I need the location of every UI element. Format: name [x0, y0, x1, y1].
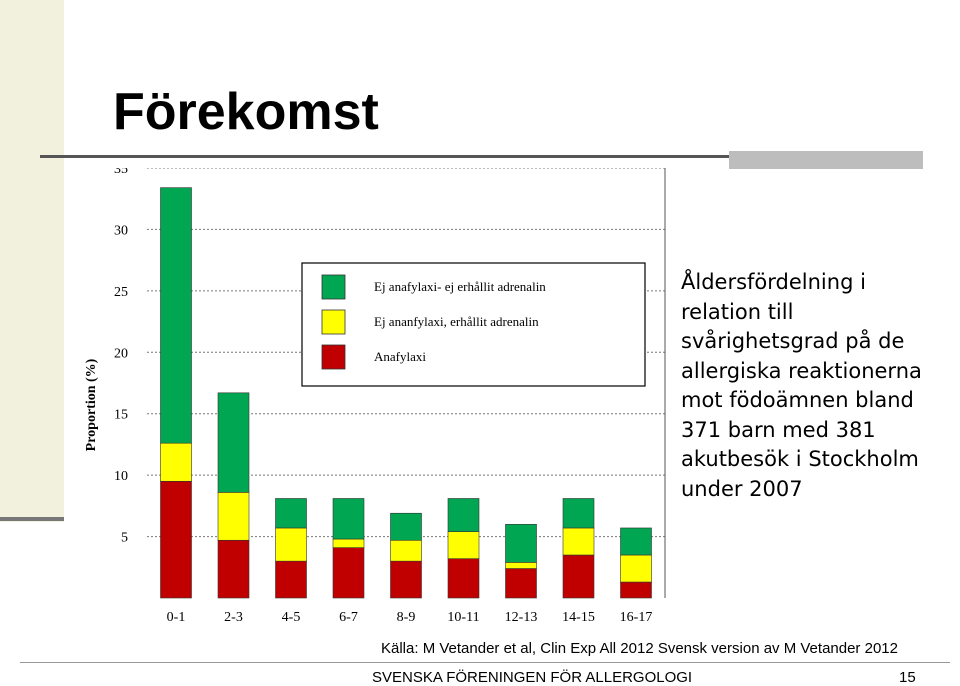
bar-segment-6-7-s0	[332, 547, 365, 599]
bar-segment-4-5-s2	[275, 498, 307, 529]
x-tick-label: 12-13	[505, 610, 538, 625]
bar-segment-6-7-s2	[332, 498, 365, 540]
bar-segment-4-5-s0	[275, 560, 307, 599]
bar-segment-0-1-s2	[160, 187, 192, 444]
bar-segment-2-3-s1	[217, 492, 250, 541]
y-tick-label: 35	[114, 168, 128, 177]
y-tick-label: 30	[114, 223, 128, 238]
bar-segment-14-15-s1	[562, 527, 595, 556]
left-decor-band	[0, 0, 64, 522]
x-tick-label: 2-3	[224, 610, 243, 625]
bar-segment-2-3-s2	[217, 392, 250, 493]
stacked-bar-chart: 5 10 15 20 25 30 35 0-1 2-3 4-5 6-7 8-9 10-11 12-13 14…	[114, 162, 666, 625]
bar-segment-10-11-s0	[447, 558, 480, 599]
page-number: 15	[899, 669, 916, 686]
bar-segment-8-9-s2	[390, 512, 422, 541]
y-axis-label: Proportion (%)	[84, 358, 99, 451]
x-tick-label: 10-11	[447, 610, 479, 625]
legend-label: Ej anafylaxi- ej erhållit adrenalin	[374, 279, 546, 294]
source-citation: Källa: M Vetander et al, Clin Exp All 20…	[381, 640, 898, 657]
footer-divider	[20, 662, 950, 663]
y-tick-label: 5	[121, 531, 128, 546]
title-rule-accent	[729, 151, 923, 169]
bar-segment-12-13-s2	[505, 523, 537, 563]
slide-title: Förekomst	[113, 83, 379, 141]
bar-segment-12-13-s0	[505, 568, 537, 599]
legend-swatch	[321, 309, 346, 335]
y-axis-label-wrap: Proportion (%)	[84, 358, 99, 451]
x-tick-label: 8-9	[397, 610, 416, 625]
x-tick-label: 16-17	[620, 610, 653, 625]
title-rule	[40, 155, 730, 158]
bar-segment-14-15-s2	[562, 498, 595, 529]
bar-segment-6-7-s1	[332, 538, 365, 548]
chart-area: 5 10 15 20 25 30 35 0-1 2-3 4-5 6-7 8-9 10-11 12-13 14…	[92, 162, 692, 632]
legend-label: Ej ananfylaxi, erhållit adrenalin	[374, 314, 539, 329]
legend-swatch	[321, 274, 346, 300]
bar-segment-8-9-s1	[390, 539, 422, 562]
bar-segment-14-15-s0	[562, 554, 595, 599]
x-tick-label: 0-1	[167, 610, 186, 625]
footer-organization: SVENSKA FÖRENINGEN FÖR ALLERGOLOGI	[372, 669, 693, 686]
bar-segment-16-17-s0	[620, 581, 652, 599]
bar-segment-2-3-s0	[217, 539, 250, 599]
x-tick-label: 4-5	[282, 610, 301, 625]
legend-label: Anafylaxi	[374, 349, 426, 364]
y-tick-label: 10	[114, 469, 128, 484]
bar-segment-12-13-s1	[505, 562, 537, 569]
y-tick-label: 25	[114, 285, 128, 300]
legend-box	[301, 262, 646, 387]
bar-segment-16-17-s1	[620, 554, 652, 583]
bar-segment-10-11-s1	[447, 531, 480, 559]
bar-segment-8-9-s0	[390, 560, 422, 599]
bar-segment-10-11-s2	[447, 498, 480, 532]
bar-segment-0-1-s1	[160, 442, 192, 482]
y-tick-label: 20	[114, 346, 128, 361]
left-decor-line	[0, 517, 64, 521]
x-tick-label: 6-7	[339, 610, 358, 625]
legend-swatch	[321, 344, 346, 370]
y-tick-label: 15	[114, 408, 128, 423]
bar-segment-4-5-s1	[275, 527, 307, 562]
bar-segment-16-17-s2	[620, 527, 652, 556]
chart-description: Åldersfördelning i relation till svårigh…	[681, 270, 922, 501]
x-tick-label: 14-15	[562, 610, 595, 625]
bar-segment-0-1-s0	[160, 480, 192, 599]
